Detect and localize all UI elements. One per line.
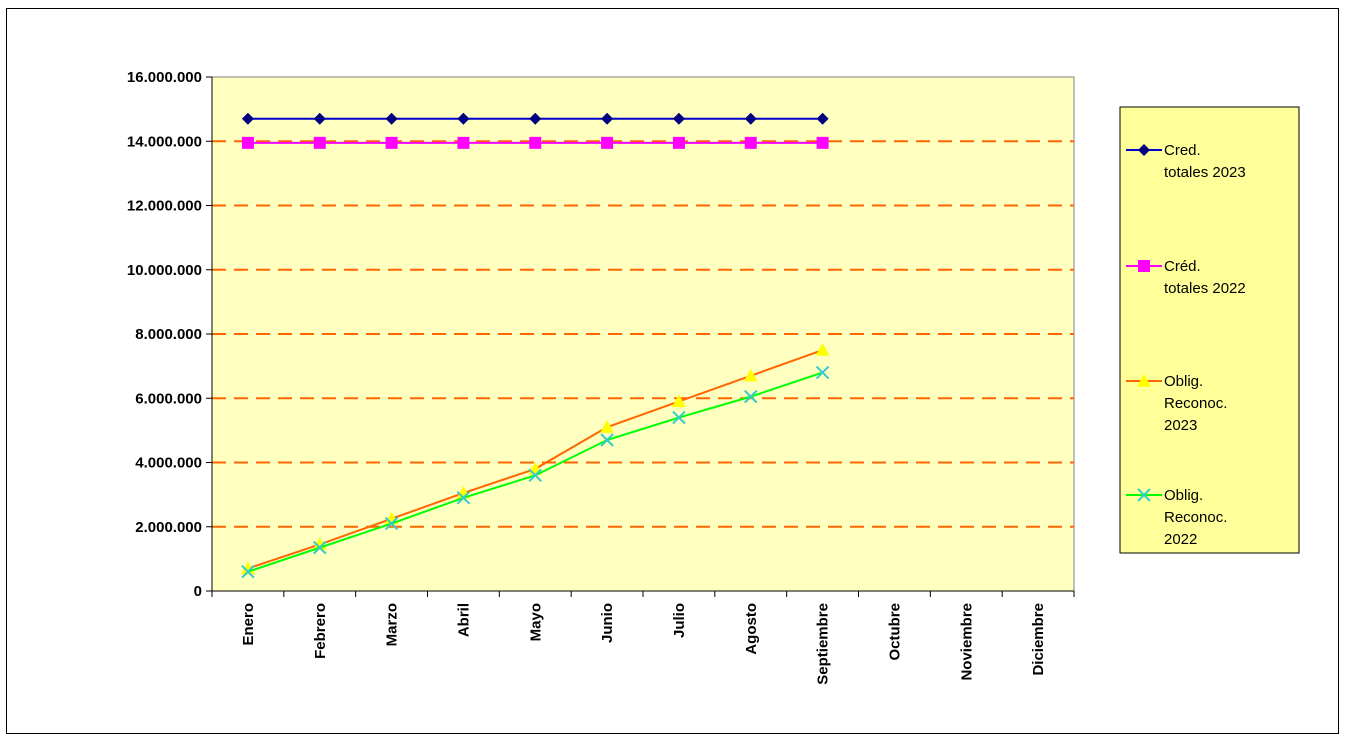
data-point-x bbox=[744, 389, 758, 404]
y-tick-label: 8.000.000 bbox=[135, 326, 202, 343]
data-point-square bbox=[457, 136, 470, 149]
legend-label: Oblig. bbox=[1164, 373, 1203, 390]
x-tick-label: Marzo bbox=[384, 603, 401, 646]
grid-lines bbox=[212, 140, 1074, 528]
data-point-square bbox=[241, 136, 254, 149]
chart-svg: 0 2.000.000 4.000.000 6.000.000 8.000.000 10.… bbox=[127, 69, 1300, 685]
data-point-diamond bbox=[457, 112, 470, 125]
y-axis-tick-labels: 0 2.000.000 4.000.000 6.000.000 8.000.000 10.… bbox=[127, 69, 202, 600]
x-tick-label: Mayo bbox=[527, 603, 544, 641]
legend-entry: Oblig. Reconoc. 2023 bbox=[1126, 373, 1227, 434]
legend-entry: Cred. totales 2023 bbox=[1126, 142, 1246, 181]
y-tick-label: 6.000.000 bbox=[135, 390, 202, 407]
x-tick-label: Diciembre bbox=[1030, 603, 1047, 676]
y-tick-label: 4.000.000 bbox=[135, 455, 202, 472]
legend-label: totales 2023 bbox=[1164, 164, 1246, 181]
data-point-diamond bbox=[601, 112, 614, 125]
data-point-x bbox=[456, 491, 471, 505]
data-point-diamond bbox=[672, 112, 685, 125]
data-point-x bbox=[313, 540, 327, 555]
y-tick-label: 12.000.000 bbox=[127, 198, 202, 215]
legend-label: Cred. bbox=[1164, 142, 1201, 159]
data-point-x bbox=[241, 565, 255, 579]
axes bbox=[206, 76, 1075, 597]
data-point-triangle bbox=[600, 420, 615, 433]
data-point-square bbox=[1138, 260, 1150, 272]
x-axis-tick-labels: Enero Febrero Marzo Abril Mayo Junio Julio Agos… bbox=[240, 603, 1047, 685]
data-point-diamond bbox=[816, 112, 829, 125]
legend-label: Créd. bbox=[1164, 258, 1201, 275]
legend-label: Reconoc. bbox=[1164, 509, 1227, 526]
legend-label: Oblig. bbox=[1164, 487, 1203, 504]
legend-label: 2023 bbox=[1164, 417, 1197, 434]
legend: Cred. totales 2023 Créd. totales 2022 Oblig.… bbox=[1119, 106, 1300, 554]
data-point-triangle bbox=[743, 368, 758, 382]
data-point-x bbox=[1137, 488, 1151, 502]
data-point-x bbox=[672, 410, 686, 425]
x-tick-label: Abril bbox=[455, 603, 472, 637]
data-point-square bbox=[313, 136, 326, 149]
data-point-diamond bbox=[313, 112, 326, 125]
series-4 bbox=[241, 365, 830, 579]
data-point-square bbox=[744, 136, 757, 149]
x-tick-label: Agosto bbox=[743, 603, 760, 655]
data-point-triangle bbox=[815, 343, 830, 356]
data-point-x bbox=[815, 365, 830, 380]
y-tick-label: 10.000.000 bbox=[127, 262, 202, 279]
data-point-diamond bbox=[529, 112, 542, 125]
series-1 bbox=[241, 112, 829, 125]
x-tick-label: Septiembre bbox=[815, 603, 832, 685]
x-tick-label: Junio bbox=[599, 603, 616, 643]
data-point-diamond bbox=[744, 112, 757, 125]
x-tick-label: Octubre bbox=[886, 603, 903, 661]
data-point-square bbox=[816, 136, 829, 149]
data-point-x bbox=[528, 468, 542, 483]
legend-box bbox=[1119, 106, 1300, 554]
legend-label: totales 2022 bbox=[1164, 280, 1246, 297]
chart-frame: 0 2.000.000 4.000.000 6.000.000 8.000.000 10.… bbox=[6, 8, 1339, 734]
x-tick-label: Febrero bbox=[312, 603, 329, 659]
legend-label: 2022 bbox=[1164, 531, 1197, 548]
data-point-diamond bbox=[1138, 144, 1150, 156]
data-point-triangle bbox=[671, 394, 686, 408]
legend-label: Reconoc. bbox=[1164, 395, 1227, 412]
x-tick-label: Noviembre bbox=[958, 603, 975, 681]
y-tick-label: 16.000.000 bbox=[127, 69, 202, 86]
data-point-triangle bbox=[1137, 374, 1151, 387]
y-tick-label: 0 bbox=[194, 583, 202, 600]
data-point-x bbox=[384, 516, 399, 531]
x-tick-label: Enero bbox=[240, 603, 257, 646]
legend-entry: Oblig. Reconoc. 2022 bbox=[1126, 487, 1227, 548]
x-tick-label: Julio bbox=[671, 603, 688, 638]
data-point-square bbox=[672, 136, 685, 149]
y-tick-label: 14.000.000 bbox=[127, 133, 202, 150]
data-point-square bbox=[601, 136, 614, 149]
y-tick-label: 2.000.000 bbox=[135, 519, 202, 536]
legend-entry: Créd. totales 2022 bbox=[1126, 258, 1246, 297]
data-point-diamond bbox=[385, 112, 398, 125]
series-3 bbox=[240, 343, 830, 575]
series-2 bbox=[241, 136, 829, 149]
data-point-diamond bbox=[241, 112, 254, 125]
data-point-x bbox=[600, 433, 614, 447]
data-point-square bbox=[529, 136, 542, 149]
data-point-square bbox=[385, 136, 398, 149]
series-lines bbox=[240, 112, 830, 579]
